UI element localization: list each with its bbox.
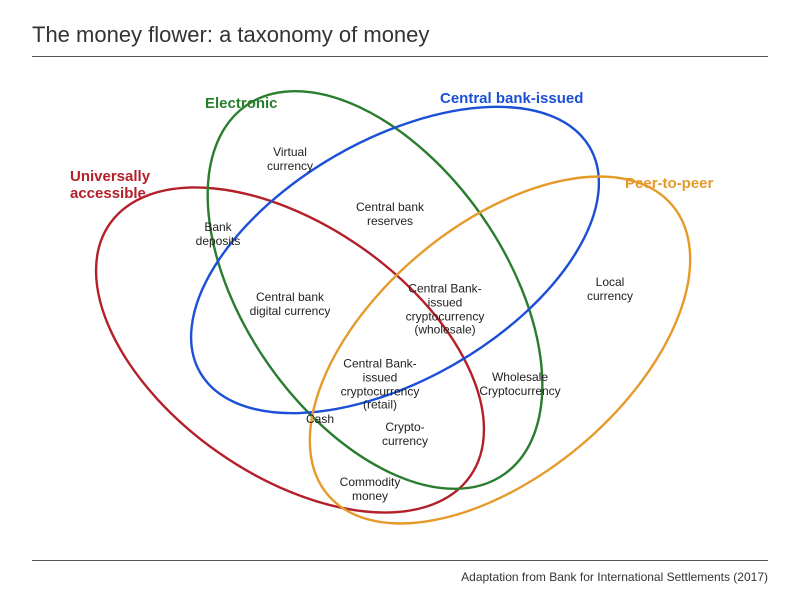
region-commodity-money: Commodity money xyxy=(340,476,401,504)
label-peer-to-peer: Peer-to-peer xyxy=(625,175,713,192)
footer-credit: Adaptation from Bank for International S… xyxy=(461,570,768,584)
label-electronic: Electronic xyxy=(205,95,278,112)
region-cash: Cash xyxy=(306,413,334,427)
region-cb-digital-currency: Central bank digital currency xyxy=(250,291,331,319)
label-universally-accessible: Universally accessible xyxy=(70,168,150,202)
region-wholesale-crypto: Wholesale Cryptocurrency xyxy=(479,371,560,399)
region-virtual-currency: Virtual currency xyxy=(267,146,313,174)
region-cb-crypto-retail: Central Bank- issued cryptocurrency (ret… xyxy=(341,357,420,412)
region-cryptocurrency: Crypto- currency xyxy=(382,421,428,449)
venn-canvas xyxy=(0,0,800,600)
region-cb-crypto-wholesale: Central Bank- issued cryptocurrency (who… xyxy=(406,282,485,337)
region-central-bank-reserves: Central bank reserves xyxy=(356,201,424,229)
region-local-currency: Local currency xyxy=(587,276,633,304)
region-bank-deposits: Bank deposits xyxy=(196,221,241,249)
bottom-rule xyxy=(32,560,768,561)
label-central-bank-issued: Central bank-issued xyxy=(440,90,583,107)
